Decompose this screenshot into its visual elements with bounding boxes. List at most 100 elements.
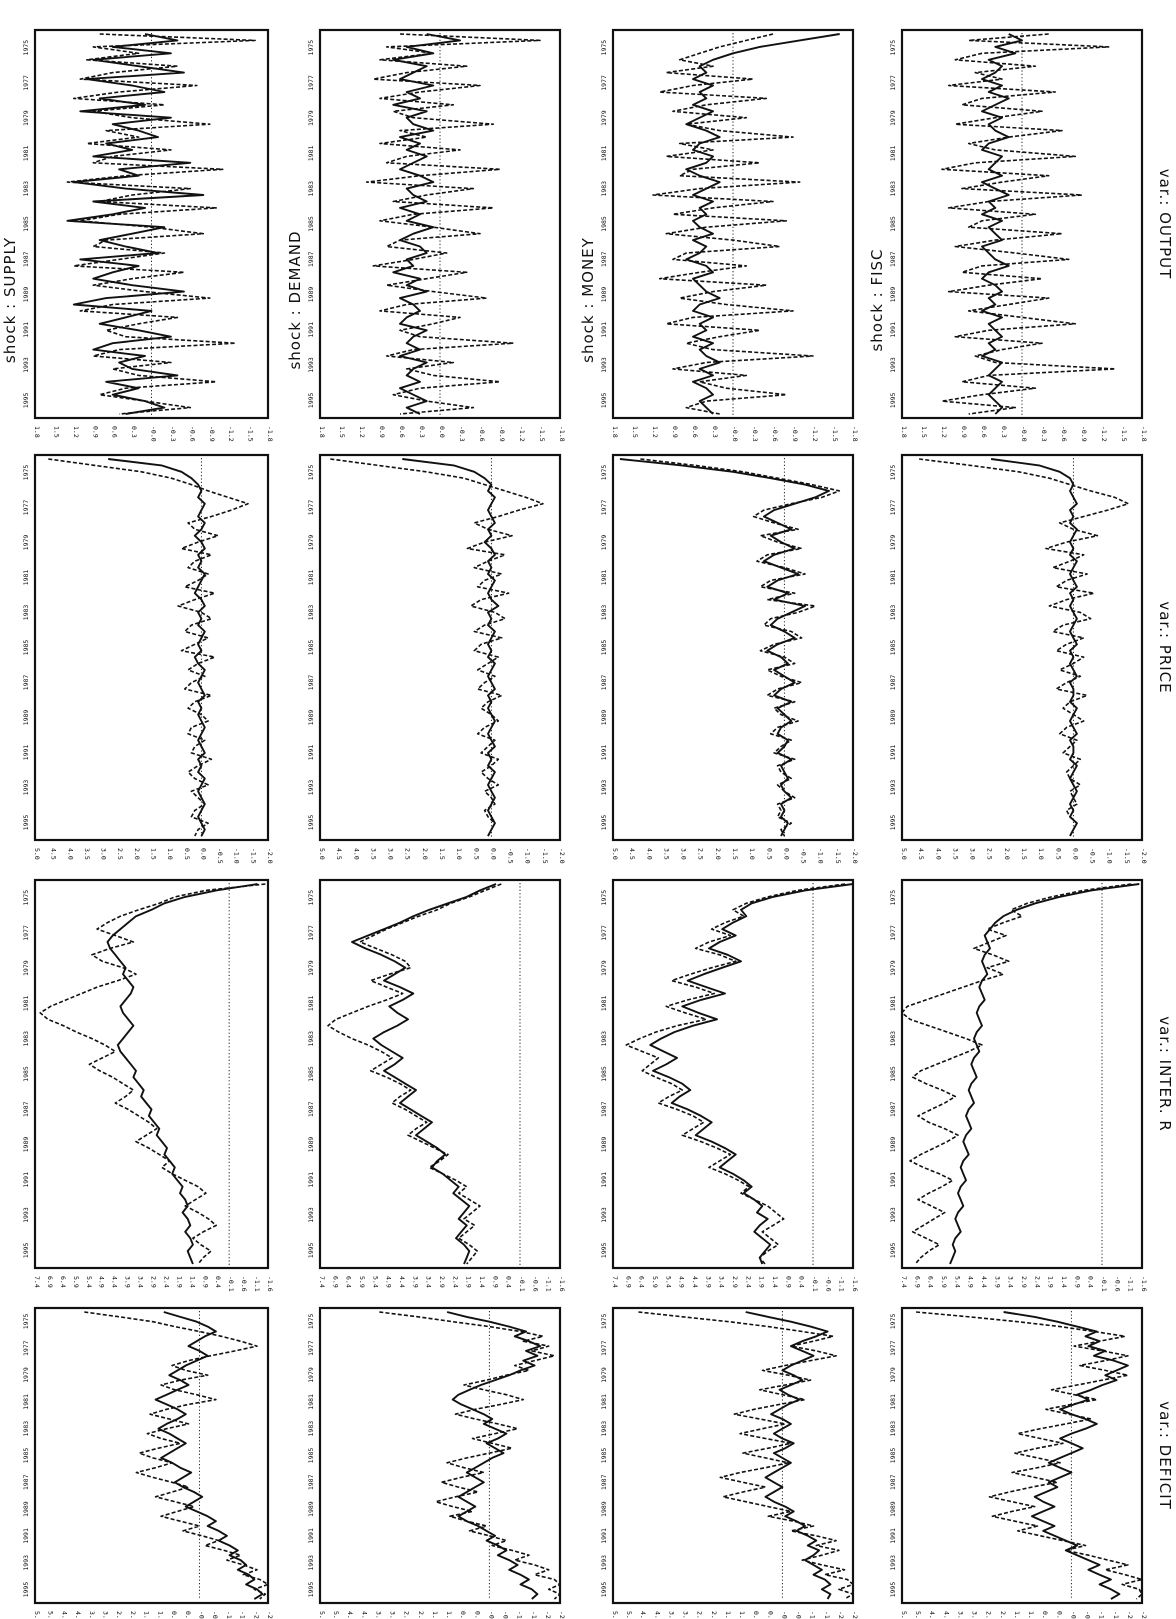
y-tick-label: -0.5 [1089, 848, 1097, 864]
panel-r0-c3: 1.8 1.5 1.2 0.9 0.6 0.3 -0.0 -0.3 -0.6 -0.9 -1.2 -1… [889, 28, 1148, 442]
shock-label-2: shock : MONEY [579, 237, 597, 363]
panel-r3-c1: 5.7 5.2 4.7 4.2 3.7 3.2 2.7 2.2 1.7 1.2 0.7 0.2 -0.3… [307, 1306, 566, 1619]
series-solid-line [1003, 1311, 1129, 1600]
y-tick-label: 2.4 [744, 1276, 752, 1288]
panel-r0-c0: 1.8 1.5 1.2 0.9 0.6 0.3 -0.0 -0.3 -0.6 -0.9 -1.2 -1… [22, 28, 274, 442]
y-tick-label: 0.6 [691, 426, 699, 438]
y-tick-label: 0.9 [378, 426, 386, 438]
y-tick-label: 0.0 [782, 848, 790, 860]
x-tick-label: 1987 [600, 1101, 608, 1117]
y-tick-label: 4.0 [934, 848, 942, 860]
x-tick-label: 1993 [22, 1555, 30, 1571]
panel-frame [33, 1306, 270, 1605]
x-tick-label: 1985 [22, 216, 30, 232]
x-tick-label: 1981 [307, 1394, 315, 1410]
y-tick-label: 0.5 [1054, 848, 1062, 860]
x-tick-label: 1981 [22, 1394, 30, 1410]
y-tick-label: 0.9 [201, 1276, 209, 1288]
y-tick-label: 1.9 [758, 1276, 766, 1288]
x-tick-label: 1987 [307, 675, 315, 691]
y-tick-label: -0.1 [227, 1276, 235, 1292]
y-tick-label: -0.6 [188, 426, 196, 442]
y-tick-label: 2.7 [115, 1611, 123, 1619]
y-tick-label: 0.0 [199, 848, 207, 860]
x-tick-label: 1975 [307, 1313, 315, 1329]
series-dashed-line [916, 1311, 1143, 1600]
y-tick-label: 1.8 [318, 426, 326, 438]
y-tick-label: 0.2 [766, 1611, 774, 1619]
y-tick-label: 1.2 [940, 426, 948, 438]
x-tick-label: 1983 [889, 1031, 897, 1047]
y-tick-label: 6.4 [59, 1276, 67, 1288]
x-tick-label: 1975 [22, 890, 30, 906]
x-tick-label: 1983 [600, 1031, 608, 1047]
y-tick-label: 6.9 [624, 1276, 632, 1288]
y-tick-label: -1.8 [558, 426, 566, 442]
y-tick-label: 1.2 [72, 426, 80, 438]
x-tick-label: 1977 [307, 75, 315, 91]
x-tick-label: 1985 [889, 1448, 897, 1464]
y-tick-label: -1.5 [249, 848, 257, 864]
y-tick-label: -1.3 [225, 1611, 233, 1619]
y-tick-label: 2.9 [438, 1276, 446, 1288]
y-tick-label: 5.4 [953, 1276, 961, 1288]
y-tick-label: 0.7 [1041, 1611, 1049, 1619]
y-tick-label: 5.2 [625, 1611, 633, 1619]
y-tick-label: 4.5 [50, 848, 58, 860]
y-tick-label: 4.4 [398, 1276, 406, 1288]
x-tick-label: 1995 [600, 1242, 608, 1258]
y-tick-label: 1.5 [150, 848, 158, 860]
x-tick-label: 1981 [600, 996, 608, 1012]
y-tick-label: 2.2 [129, 1611, 137, 1619]
y-tick-label: -2.8 [558, 1611, 566, 1619]
y-tick-label: 4.2 [360, 1611, 368, 1619]
panel-r1-c1: 5.0 4.5 4.0 3.5 3.0 2.5 2.0 1.5 1.0 0.5 0.0 -0.5 -1.… [307, 453, 566, 864]
x-tick-label: 1985 [889, 640, 897, 656]
y-tick-label: 2.2 [417, 1611, 425, 1619]
y-tick-label: 1.0 [166, 848, 174, 860]
y-tick-label: 5.2 [914, 1611, 922, 1619]
x-tick-label: 1975 [307, 40, 315, 56]
y-tick-label: -0.6 [1060, 426, 1068, 442]
y-tick-label: 1.2 [1027, 1611, 1035, 1619]
x-tick-label: 1985 [889, 1066, 897, 1082]
series-dashed-line [919, 458, 1130, 837]
x-tick-label: 1979 [22, 535, 30, 551]
y-tick-label: 5.0 [33, 848, 41, 860]
x-tick-label: 1987 [22, 1101, 30, 1117]
y-tick-label: -1.0 [817, 848, 825, 864]
series-solid-line [745, 1311, 832, 1600]
y-tick-label: 0.3 [130, 426, 138, 438]
x-tick-label: 1991 [22, 1528, 30, 1544]
x-tick-label: 1979 [600, 1367, 608, 1383]
y-tick-label: 1.4 [1060, 1276, 1068, 1288]
x-tick-label: 1979 [22, 110, 30, 126]
x-tick-label: 1979 [889, 110, 897, 126]
y-tick-label: -0.3 [487, 1611, 495, 1619]
series-solid-line [619, 458, 830, 837]
y-tick-label: -0.8 [211, 1611, 219, 1619]
y-tick-label: 0.6 [111, 426, 119, 438]
series-dashed-line [901, 883, 1132, 1265]
y-tick-label: 4.0 [66, 848, 74, 860]
x-tick-label: 1979 [22, 960, 30, 976]
x-tick-label: 1981 [307, 570, 315, 586]
x-tick-label: 1985 [600, 1448, 608, 1464]
y-tick-label: -0.0 [731, 426, 739, 442]
x-tick-label: 1993 [307, 780, 315, 796]
x-tick-label: 1979 [889, 535, 897, 551]
y-tick-label: -0.5 [800, 848, 808, 864]
y-tick-label: 3.0 [100, 848, 108, 860]
y-tick-label: 1.5 [438, 848, 446, 860]
y-tick-label: 2.7 [696, 1611, 704, 1619]
x-tick-label: 1981 [22, 146, 30, 162]
y-tick-label: 5.0 [318, 848, 326, 860]
x-tick-label: 1977 [889, 1340, 897, 1356]
y-tick-label: -1.1 [545, 1276, 553, 1292]
x-tick-label: 1983 [600, 181, 608, 197]
x-tick-label: 1977 [600, 75, 608, 91]
x-tick-label: 1983 [600, 1421, 608, 1437]
y-tick-label: 0.2 [473, 1611, 481, 1619]
y-tick-label: 2.2 [710, 1611, 718, 1619]
x-tick-label: 1985 [307, 216, 315, 232]
